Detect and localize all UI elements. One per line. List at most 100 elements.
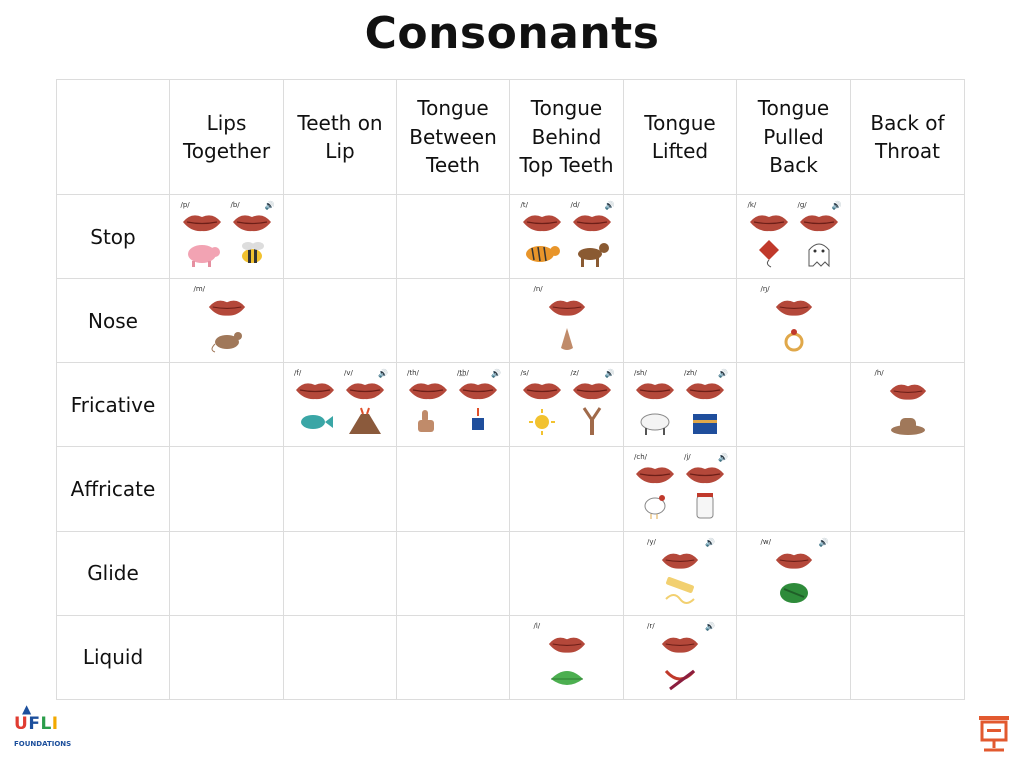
speaker-icon[interactable]: 🔊	[604, 201, 615, 210]
cell: /r/ 🔊	[623, 614, 737, 701]
cell	[850, 614, 965, 701]
column-header-line: Pulled	[763, 124, 824, 149]
sound-treasure[interactable]: /zh/ 🔊	[682, 369, 728, 436]
phoneme-label: /th/	[407, 369, 419, 378]
sound-this[interactable]: /t͟h/ 🔊	[455, 369, 501, 436]
cell: /l/	[509, 614, 624, 701]
sound-dog[interactable]: /d/ 🔊	[569, 201, 615, 268]
column-header-line: Back	[769, 153, 818, 178]
speaker-icon[interactable]: 🔊	[705, 537, 715, 547]
lips-icon	[634, 378, 676, 402]
column-header-6: Tongue Pulled Back	[736, 79, 851, 195]
lips-icon	[748, 210, 790, 234]
sound-hat[interactable]: /h/	[873, 369, 943, 438]
cell	[283, 278, 397, 364]
sound-mouse[interactable]: /m/	[192, 285, 262, 354]
phoneme-label: /ŋ/	[760, 285, 770, 294]
column-header-3: Tongue Between Teeth	[396, 79, 510, 195]
sound-watermelon[interactable]: /w/ 🔊	[759, 538, 829, 607]
speaker-icon[interactable]: 🔊	[491, 369, 501, 379]
column-header-row: Lips Together Teeth on Lip Tongue Between Teet…	[56, 79, 965, 195]
sound-tiger[interactable]: /t/	[519, 201, 565, 268]
cell	[736, 446, 851, 532]
ufli-logo: ▲ UFLI FOUNDATIONS	[14, 702, 71, 754]
lips-icon	[774, 547, 814, 573]
cell	[396, 446, 510, 532]
row-label: Glide	[56, 530, 170, 616]
row-glide: Glide/y/ 🔊 /w/ 🔊	[56, 530, 965, 616]
cell	[169, 362, 284, 448]
cell: /sh/ /zh/ 🔊	[623, 362, 737, 448]
sound-ring[interactable]: /ŋ/	[759, 285, 829, 354]
hat-icon	[888, 404, 928, 438]
lips-icon	[181, 210, 223, 234]
column-header-line: Teeth	[426, 153, 480, 178]
sound-sheep[interactable]: /sh/	[632, 369, 678, 436]
sound-yarn[interactable]: /y/ 🔊	[645, 538, 715, 607]
sun-icon	[522, 402, 562, 436]
sound-chicken[interactable]: /ch/	[632, 453, 678, 520]
cell	[623, 278, 737, 364]
book-icon: ▲	[22, 702, 32, 716]
row-affricate: Affricate/ch/ /j/ 🔊	[56, 446, 965, 532]
sound-volcano[interactable]: /v/ 🔊	[342, 369, 388, 436]
cell: /ŋ/	[736, 278, 851, 364]
speaker-icon[interactable]: 🔊	[264, 201, 275, 210]
phoneme-label: /ch/	[634, 453, 648, 462]
sound-zipper[interactable]: /z/ 🔊	[569, 369, 615, 436]
sound-kite[interactable]: /k/	[746, 201, 792, 268]
speaker-icon[interactable]: 🔊	[831, 201, 842, 210]
phoneme-label: /sh/	[634, 369, 647, 378]
sound-thumb[interactable]: /th/	[405, 369, 451, 436]
consonant-chart: Lips Together Teeth on Lip Tongue Between Teet…	[56, 79, 965, 701]
speaker-icon[interactable]: 🔊	[604, 369, 615, 379]
kite-icon	[749, 234, 789, 268]
cell: /ch/ /j/ 🔊	[623, 446, 737, 532]
phoneme-label: /f/	[294, 369, 302, 378]
cell: /m/	[169, 278, 284, 364]
column-header-4: Tongue Behind Top Teeth	[509, 79, 624, 195]
cell	[396, 614, 510, 701]
cell	[283, 193, 397, 280]
pig-icon	[182, 234, 222, 268]
phoneme-label: /w/	[760, 537, 771, 546]
lips-icon	[684, 462, 726, 486]
phoneme-label: /n/	[533, 285, 543, 294]
column-header-line: Tongue	[644, 110, 716, 135]
sound-nose[interactable]: /n/	[532, 285, 602, 354]
speaker-icon[interactable]: 🔊	[718, 369, 728, 379]
sound-sun[interactable]: /s/	[519, 369, 565, 436]
sound-pig[interactable]: /p/	[179, 201, 225, 268]
speaker-icon[interactable]: 🔊	[705, 621, 715, 631]
lips-icon	[547, 294, 587, 320]
sound-ghost[interactable]: /g/ 🔊	[796, 201, 842, 268]
speaker-icon[interactable]: 🔊	[378, 369, 388, 379]
yarn-icon	[660, 573, 700, 607]
cell	[169, 614, 284, 701]
phoneme-label: /t͟h/	[457, 369, 469, 378]
column-header-7: Back of Throat	[850, 79, 965, 195]
phoneme-label: /d/	[570, 201, 580, 209]
lips-icon	[231, 210, 273, 234]
speaker-icon[interactable]: 🔊	[818, 537, 829, 547]
sound-leaf[interactable]: /l/	[532, 622, 602, 691]
sound-jar[interactable]: /j/ 🔊	[682, 453, 728, 520]
row-stop: Stop/p/ /b/ 🔊 /t/ /d/ 🔊 /k/ /g/ 🔊	[56, 193, 965, 280]
column-header-5: Tongue Lifted	[623, 79, 737, 195]
lips-icon	[294, 378, 336, 402]
mouse-icon	[207, 320, 247, 354]
sound-ribbon[interactable]: /r/ 🔊	[645, 622, 715, 691]
cell	[283, 614, 397, 701]
column-header-line: Between	[409, 124, 497, 149]
phoneme-label: /p/	[180, 201, 190, 209]
column-header-line: Lips	[206, 110, 247, 135]
presentation-icon[interactable]	[976, 714, 1012, 754]
cell: /t/ /d/ 🔊	[509, 193, 624, 280]
column-header-line: Throat	[874, 139, 940, 163]
phoneme-label: /t/	[520, 201, 528, 209]
sound-fish[interactable]: /f/	[292, 369, 338, 436]
chicken-icon	[635, 486, 675, 520]
speaker-icon[interactable]: 🔊	[718, 453, 728, 463]
sound-bee[interactable]: /b/ 🔊	[229, 201, 275, 268]
column-header-line: Top Teeth	[519, 153, 614, 178]
